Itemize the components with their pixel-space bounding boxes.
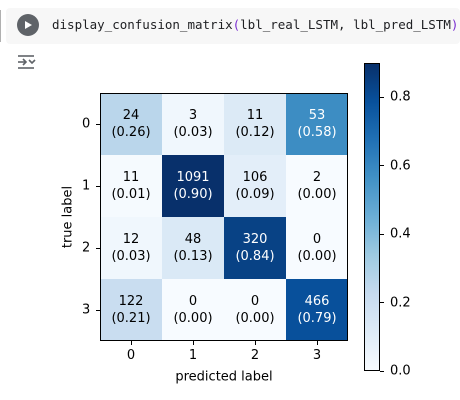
cell-gutter bbox=[0, 10, 5, 42]
play-icon bbox=[25, 21, 32, 29]
cell-count: 2 bbox=[312, 170, 322, 185]
output-collapse-icon[interactable] bbox=[17, 54, 37, 70]
matrix-cell: 122 (0.21) bbox=[100, 279, 162, 341]
cell-count: 466 bbox=[304, 294, 330, 309]
matrix-cell: 0 (0.00) bbox=[224, 279, 286, 341]
colorbar-tick-mark bbox=[380, 233, 384, 235]
code-line[interactable]: display_confusion_matrix(lbl_real_LSTM, … bbox=[52, 17, 458, 32]
cell-ratio: (0.03) bbox=[173, 125, 213, 140]
cell-ratio: (0.12) bbox=[235, 125, 275, 140]
cell-count: 12 bbox=[122, 232, 140, 247]
cell-ratio: (0.09) bbox=[235, 187, 275, 202]
y-tick-label: 3 bbox=[82, 302, 91, 318]
matrix-cell: 3 (0.03) bbox=[162, 93, 224, 155]
cell-count: 122 bbox=[118, 294, 144, 309]
cell-count: 11 bbox=[246, 108, 264, 123]
cell-ratio: (0.00) bbox=[173, 311, 213, 326]
y-tick-mark bbox=[96, 247, 100, 249]
colorbar-tick-label: 0.2 bbox=[390, 295, 411, 311]
cell-ratio: (0.84) bbox=[235, 249, 275, 264]
cell-count: 0 bbox=[188, 294, 198, 309]
x-axis-title: predicted label bbox=[175, 369, 273, 385]
cell-count: 53 bbox=[308, 108, 326, 123]
cell-count: 0 bbox=[250, 294, 260, 309]
matrix-cell: 466 (0.79) bbox=[286, 279, 348, 341]
cell-count: 1091 bbox=[176, 170, 210, 185]
cell-ratio: (0.21) bbox=[111, 311, 151, 326]
matrix-cell: 12 (0.03) bbox=[100, 217, 162, 279]
cell-count: 0 bbox=[312, 232, 322, 247]
x-tick-mark bbox=[192, 341, 194, 345]
y-tick-label: 2 bbox=[82, 240, 91, 256]
matrix-cell: 0 (0.00) bbox=[162, 279, 224, 341]
colorbar-tick-mark bbox=[380, 96, 384, 98]
code-arguments: lbl_real_LSTM, lbl_pred_LSTM bbox=[240, 17, 451, 32]
cell-ratio: (0.90) bbox=[173, 187, 213, 202]
matrix-cell: 0 (0.00) bbox=[286, 217, 348, 279]
matrix-cell: 24 (0.26) bbox=[100, 93, 162, 155]
y-tick-label: 0 bbox=[82, 116, 91, 132]
matrix-cell: 1091 (0.90) bbox=[162, 155, 224, 217]
cell-count: 320 bbox=[242, 232, 268, 247]
matrix-cell: 106 (0.09) bbox=[224, 155, 286, 217]
cell-ratio: (0.13) bbox=[173, 249, 213, 264]
x-tick-label: 1 bbox=[188, 348, 198, 363]
y-axis-title: true label bbox=[60, 185, 76, 249]
cell-ratio: (0.79) bbox=[297, 311, 337, 326]
y-tick-mark bbox=[96, 123, 100, 125]
cell-count: 3 bbox=[188, 108, 198, 123]
x-tick-mark bbox=[254, 341, 256, 345]
cell-ratio: (0.26) bbox=[111, 125, 151, 140]
x-tick-mark bbox=[316, 341, 318, 345]
matrix-cell: 53 (0.58) bbox=[286, 93, 348, 155]
cell-ratio: (0.00) bbox=[297, 249, 337, 264]
cell-count: 24 bbox=[122, 108, 140, 123]
x-tick-label: 0 bbox=[126, 348, 136, 363]
colorbar-tick-label: 0.6 bbox=[390, 158, 411, 174]
cell-ratio: (0.01) bbox=[111, 187, 151, 202]
x-tick-mark bbox=[130, 341, 132, 345]
colorbar bbox=[364, 63, 380, 371]
x-tick-label: 3 bbox=[312, 348, 322, 363]
matrix-cell: 11 (0.01) bbox=[100, 155, 162, 217]
colorbar-tick-label: 0.0 bbox=[390, 363, 411, 379]
y-tick-mark bbox=[96, 309, 100, 311]
y-tick-label: 1 bbox=[82, 178, 91, 194]
colorbar-tick-label: 0.8 bbox=[390, 89, 411, 105]
y-tick-mark bbox=[96, 185, 100, 187]
code-cell[interactable] bbox=[6, 8, 460, 44]
code-open-paren: ( bbox=[232, 17, 241, 32]
colorbar-tick-mark bbox=[380, 370, 384, 372]
cell-ratio: (0.00) bbox=[297, 187, 337, 202]
run-cell-button[interactable] bbox=[17, 14, 39, 36]
code-function: display_confusion_matrix bbox=[52, 17, 233, 32]
colorbar-tick-mark bbox=[380, 302, 384, 304]
cell-ratio: (0.00) bbox=[235, 311, 275, 326]
matrix-cell: 11 (0.12) bbox=[224, 93, 286, 155]
cell-count: 48 bbox=[184, 232, 202, 247]
colorbar-tick-mark bbox=[380, 165, 384, 167]
colorbar-tick-label: 0.4 bbox=[390, 226, 411, 242]
matrix-cell: 48 (0.13) bbox=[162, 217, 224, 279]
cell-ratio: (0.58) bbox=[297, 125, 337, 140]
code-close-paren: ) bbox=[450, 17, 459, 32]
matrix-cell: 320 (0.84) bbox=[224, 217, 286, 279]
cell-ratio: (0.03) bbox=[111, 249, 151, 264]
x-tick-label: 2 bbox=[250, 348, 260, 363]
cell-count: 106 bbox=[242, 170, 268, 185]
matrix-cell: 2 (0.00) bbox=[286, 155, 348, 217]
cell-count: 11 bbox=[122, 170, 140, 185]
